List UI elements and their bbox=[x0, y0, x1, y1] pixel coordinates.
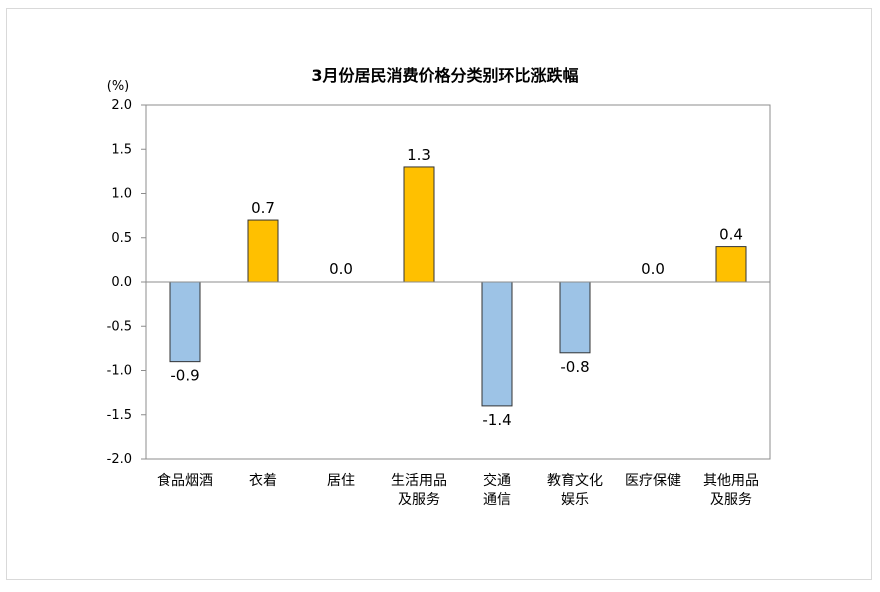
y-tick-label: 2.0 bbox=[111, 98, 132, 113]
x-category-label: 居住 bbox=[327, 473, 355, 489]
x-category-label: 教育文化 bbox=[547, 473, 603, 489]
y-axis-ticks: 2.0 1.5 1.0 0.5 0.0 -0.5 -1.0 -1.5 -2.0 bbox=[107, 98, 146, 467]
x-category-label: 及服务 bbox=[710, 492, 752, 508]
bar-value-label: 0.0 bbox=[329, 260, 353, 278]
x-category-label: 生活用品 bbox=[391, 473, 447, 489]
y-tick-label: -1.5 bbox=[107, 408, 132, 423]
bar bbox=[403, 166, 435, 283]
bar-value-label: 0.4 bbox=[719, 226, 743, 244]
y-tick-label: -0.5 bbox=[107, 319, 132, 334]
bar bbox=[169, 281, 201, 363]
bars bbox=[169, 166, 747, 407]
y-tick-label: 0.5 bbox=[111, 231, 132, 246]
y-tick-label: -2.0 bbox=[107, 452, 132, 467]
x-category-label: 衣着 bbox=[249, 473, 277, 489]
bar-value-label: -0.9 bbox=[170, 367, 199, 385]
bar-value-label: 0.7 bbox=[251, 199, 275, 217]
bar bbox=[481, 281, 513, 407]
y-tick-label: 1.5 bbox=[111, 142, 132, 157]
y-axis-unit-label: (%) bbox=[107, 79, 130, 94]
bar bbox=[715, 246, 747, 283]
x-category-label: 娱乐 bbox=[561, 492, 589, 508]
x-category-label: 通信 bbox=[483, 492, 511, 508]
bar bbox=[559, 281, 591, 354]
x-category-label: 医疗保健 bbox=[625, 473, 681, 489]
value-labels: -0.9 0.7 0.0 1.3 -1.4 -0.8 0.0 0.4 bbox=[170, 146, 743, 429]
y-tick-label: -1.0 bbox=[107, 364, 132, 379]
bar bbox=[247, 219, 279, 283]
x-category-label: 及服务 bbox=[398, 492, 440, 508]
x-category-label: 食品烟酒 bbox=[157, 472, 213, 489]
bar-value-label: -0.8 bbox=[560, 358, 589, 376]
y-tick-label: 0.0 bbox=[111, 275, 132, 290]
x-category-label: 交通 bbox=[483, 472, 511, 489]
chart-frame bbox=[6, 8, 872, 580]
bar-value-label: -1.4 bbox=[482, 411, 511, 429]
bar-value-label: 0.0 bbox=[641, 260, 665, 278]
chart-title: 3月份居民消费价格分类别环比涨跌幅 bbox=[311, 66, 578, 85]
bar-value-label: 1.3 bbox=[407, 146, 431, 164]
x-category-label: 其他用品 bbox=[703, 473, 759, 489]
y-tick-label: 1.0 bbox=[111, 187, 132, 202]
